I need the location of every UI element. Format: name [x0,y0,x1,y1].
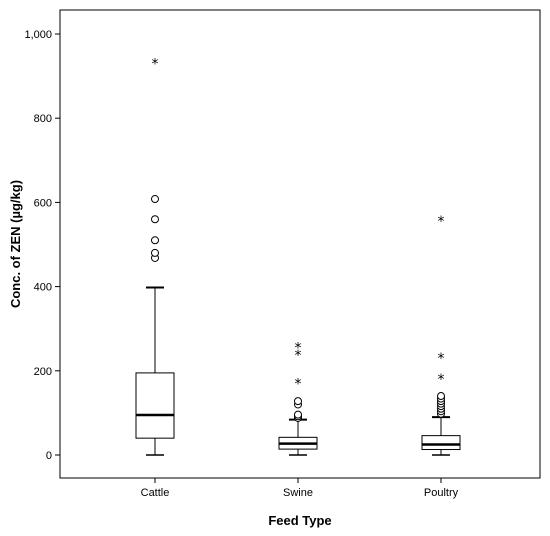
box-group-cattle: * [135,57,175,456]
y-tick-label: 800 [34,113,52,125]
outlier-point [437,392,445,401]
extreme-point: * [295,377,302,393]
x-axis: Cattle Swine Poultry [141,478,459,499]
extreme-point: * [438,351,445,367]
plot-area-frame [59,9,541,479]
outlier-point [151,215,159,224]
iqr-box [135,372,175,439]
extreme-point: * [295,348,302,364]
y-tick-label: 1,000 [24,29,52,41]
x-tick-label: Swine [283,487,313,499]
box-group-swine: *** [278,340,318,456]
outlier-point [294,410,302,419]
x-tick-label: Poultry [424,487,459,499]
extreme-point: * [438,372,445,388]
y-tick-label: 0 [46,450,52,462]
y-tick-label: 200 [34,366,52,378]
y-axis: 0 200 400 600 800 1,000 [24,29,60,462]
iqr-box [421,435,461,451]
x-axis-title: Feed Type [268,513,331,528]
box-group-poultry: * * * [421,214,461,456]
outlier-point [151,236,159,245]
box-series: ******* [135,57,461,456]
extreme-point: * [438,214,445,230]
outlier-point [294,397,302,406]
x-tick-label: Cattle [141,487,170,499]
extreme-point: * [152,57,159,73]
outlier-point [151,195,159,204]
y-tick-label: 400 [34,282,52,294]
extreme-point: * [295,340,302,356]
y-tick-label: 600 [34,197,52,209]
y-axis-title: Conc. of ZEN (µg/kg) [8,180,23,308]
outlier-point [151,248,159,257]
